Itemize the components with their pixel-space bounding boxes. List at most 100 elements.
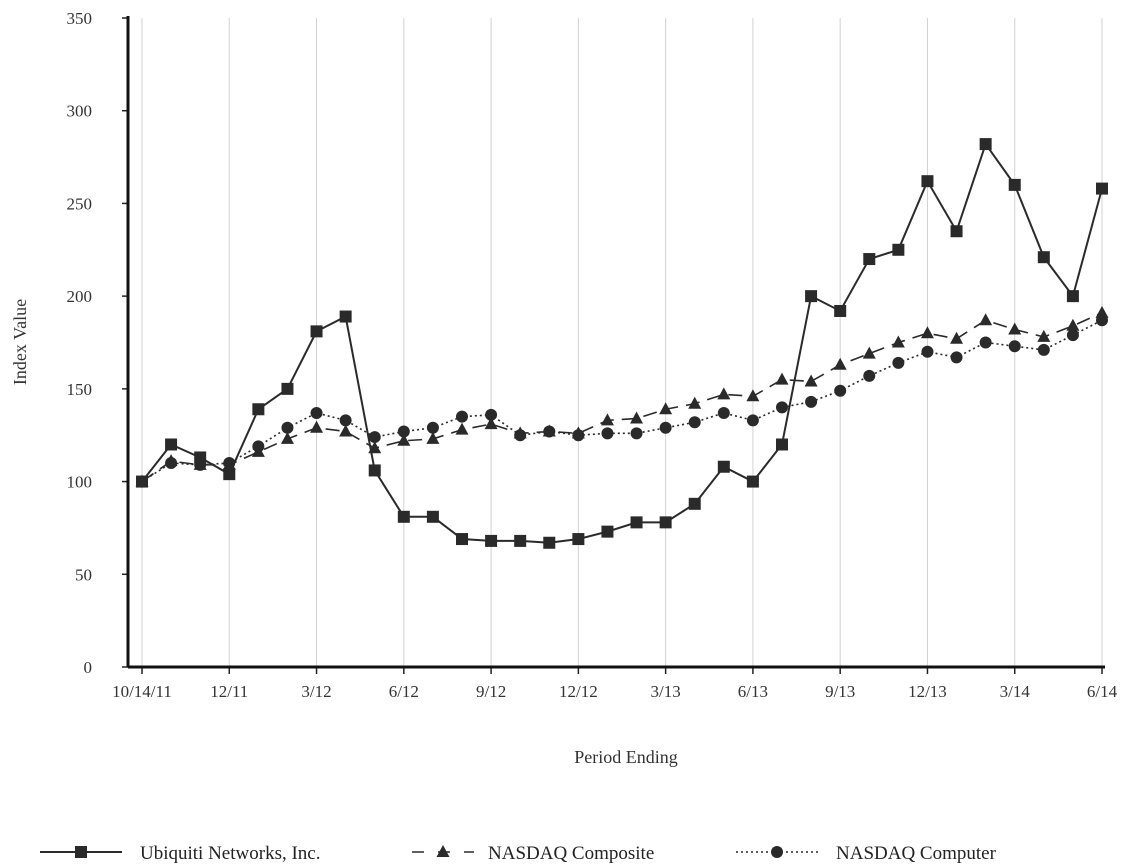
data-point-0 [1096, 182, 1108, 195]
data-point-0 [688, 497, 701, 510]
data-point-2 [1008, 340, 1021, 353]
legend-label-0: Ubiquiti Networks, Inc. [140, 843, 320, 864]
data-point-2 [746, 414, 759, 427]
data-point-2 [456, 410, 468, 423]
data-point-2 [950, 351, 963, 364]
y-tick-label: 200 [67, 287, 93, 306]
data-point-2 [310, 406, 323, 419]
data-point-1 [251, 444, 265, 457]
data-point-1 [280, 431, 294, 444]
data-point-0 [368, 464, 381, 477]
data-point-1 [1095, 305, 1109, 318]
data-point-1 [950, 331, 964, 344]
series-1 [135, 305, 1109, 487]
data-point-1 [484, 417, 498, 430]
data-point-1 [1066, 318, 1080, 331]
data-point-0 [572, 533, 585, 546]
data-point-1 [746, 389, 760, 402]
x-tick-label: 6/14 [1087, 682, 1118, 701]
y-tick-label: 350 [67, 9, 93, 28]
data-point-2 [1066, 329, 1079, 342]
data-point-0 [805, 290, 818, 303]
data-point-2 [805, 395, 818, 408]
data-point-0 [194, 451, 207, 464]
data-point-0 [543, 536, 556, 549]
legend-item-0: Ubiquiti Networks, Inc. [40, 843, 320, 864]
data-point-2 [776, 401, 788, 414]
data-point-1 [862, 346, 876, 359]
data-point-0 [1066, 290, 1079, 303]
data-point-1 [455, 422, 469, 435]
data-point-0 [339, 310, 352, 323]
series-2 [136, 314, 1108, 488]
data-point-1 [979, 313, 993, 326]
series-line-1 [141, 312, 1103, 483]
x-tick-label: 10/14/11 [112, 682, 172, 701]
legend-marker-0 [75, 846, 87, 858]
y-tick-label: 100 [67, 473, 93, 492]
x-tick-label: 6/12 [389, 682, 419, 701]
data-point-0 [426, 510, 439, 523]
data-point-2 [717, 406, 730, 419]
data-point-0 [514, 534, 527, 547]
data-point-1 [1037, 329, 1051, 342]
x-tick-label: 3/14 [1000, 682, 1031, 701]
data-point-1 [1008, 322, 1022, 335]
data-point-2 [397, 425, 410, 438]
data-point-2 [1037, 343, 1050, 356]
data-point-0 [136, 475, 148, 488]
data-point-0 [456, 533, 468, 546]
data-point-1 [513, 426, 527, 439]
data-point-2 [339, 414, 352, 427]
data-point-1 [891, 335, 905, 348]
series-line-0 [141, 141, 1103, 544]
data-point-2 [863, 369, 876, 382]
data-point-2 [921, 345, 934, 358]
series-layer [135, 138, 1109, 549]
series-0 [136, 138, 1108, 549]
x-tick-label: 12/11 [210, 682, 248, 701]
grid-lines [141, 18, 1103, 667]
data-point-0 [921, 175, 934, 188]
data-point-1 [339, 424, 353, 437]
legend-marker-2 [771, 846, 783, 858]
data-point-0 [397, 510, 410, 523]
data-point-1 [193, 457, 207, 470]
data-point-0 [776, 438, 788, 451]
data-point-0 [1037, 251, 1050, 264]
data-point-0 [1008, 178, 1021, 191]
data-point-2 [659, 421, 672, 434]
data-point-1 [804, 374, 818, 387]
data-point-2 [979, 336, 992, 349]
data-point-0 [223, 468, 236, 481]
data-point-0 [659, 516, 672, 529]
x-axis-title: Period Ending [574, 747, 678, 767]
data-point-2 [485, 408, 498, 421]
data-point-2 [630, 427, 643, 440]
data-point-1 [659, 402, 673, 415]
x-tick-label: 12/13 [908, 682, 947, 701]
data-point-1 [397, 433, 411, 446]
data-point-0 [601, 525, 614, 538]
data-point-1 [833, 357, 847, 370]
data-point-0 [252, 403, 265, 416]
data-point-0 [485, 534, 498, 547]
y-tick-label: 0 [84, 658, 93, 677]
data-point-0 [165, 438, 178, 451]
data-point-2 [688, 416, 701, 429]
data-point-0 [834, 304, 847, 317]
data-point-0 [979, 138, 992, 151]
data-point-1 [630, 411, 644, 424]
x-tick-label: 9/12 [476, 682, 506, 701]
x-tick-label: 9/13 [825, 682, 855, 701]
data-point-1 [571, 426, 585, 439]
legend-label-1: NASDAQ Composite [488, 843, 654, 864]
data-point-2 [281, 421, 294, 434]
data-point-0 [281, 382, 294, 395]
y-tick-label: 150 [67, 380, 93, 399]
legend-label-2: NASDAQ Computer [836, 843, 997, 864]
data-point-2 [368, 431, 381, 444]
axes [122, 16, 1105, 674]
data-point-1 [542, 424, 556, 437]
data-point-0 [950, 225, 963, 238]
